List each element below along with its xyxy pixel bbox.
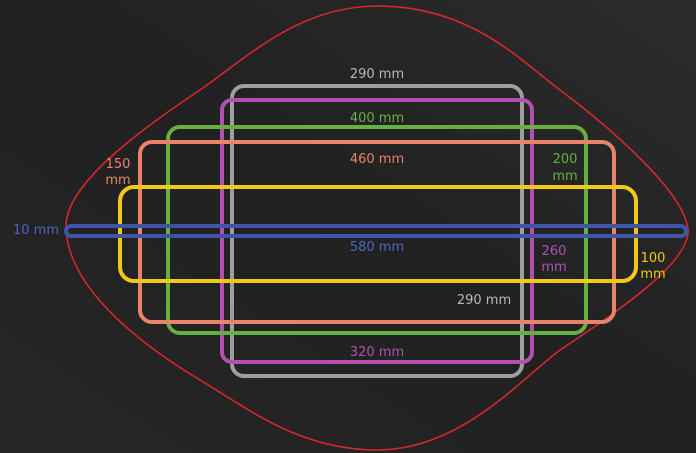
green-box (166, 125, 588, 335)
blue-center-label: 580 mm (350, 240, 404, 255)
gray-side-label: 290 mm (457, 293, 511, 308)
salmon-top-label: 460 mm (350, 152, 404, 167)
green-side-label-unit: mm (552, 169, 577, 184)
magenta-box (220, 98, 534, 364)
green-top-label: 400 mm (350, 111, 404, 126)
blue-bar (64, 224, 688, 238)
magenta-side-label-unit: mm (541, 260, 566, 275)
gray-box (230, 84, 524, 378)
gray-top-label: 290 mm (350, 67, 404, 82)
outer-outline (65, 5, 689, 451)
green-side-label-value: 200 (553, 152, 578, 167)
yellow-side-label-value: 100 (641, 251, 666, 266)
salmon-side-label-value: 150 (106, 157, 131, 172)
salmon-side-label-unit: mm (105, 173, 130, 188)
salmon-box (138, 140, 616, 324)
blue-side-label: 10 mm (13, 223, 59, 238)
magenta-side-label-value: 260 (542, 244, 567, 259)
magenta-bottom-label: 320 mm (350, 345, 404, 360)
yellow-side-label-unit: mm (640, 267, 665, 282)
